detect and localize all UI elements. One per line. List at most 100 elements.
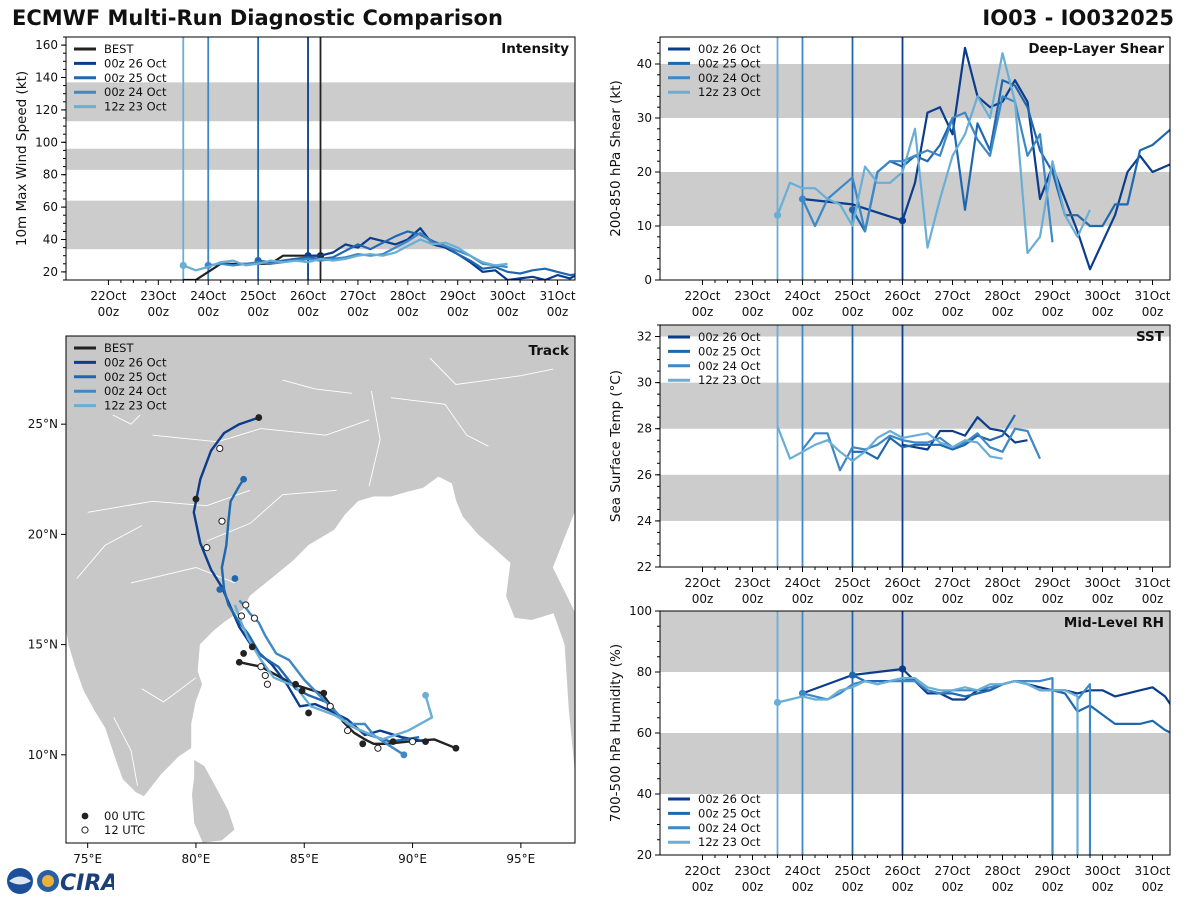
track-legend-label: 00z 26 Oct: [104, 355, 167, 369]
shear-chart: 0 10 20 30 40 22Oct 00z 23Oct 00z 24Oct 00z 25Oct 00…: [608, 36, 1171, 319]
intensity-series-r25: [257, 230, 575, 277]
shear-xtick-label: 29Oct: [1034, 289, 1070, 303]
island: [475, 688, 480, 694]
shear-legend-label: 00z 26 Oct: [698, 42, 761, 56]
intensity-ytick-label: 60: [43, 200, 58, 214]
sst-series-r25: [852, 414, 1016, 460]
track-marker-legend-label: 12 UTC: [104, 823, 145, 837]
intensity-ylabel: 10m Max Wind Speed (kt): [14, 71, 30, 246]
intensity-series-r24: [208, 231, 508, 269]
storm-id-title: IO03 - IO032025: [982, 6, 1174, 30]
shear-ytick-label: 10: [637, 219, 652, 233]
intensity-xtick-label: 23Oct: [140, 289, 176, 303]
rh-marker-r24: [798, 689, 807, 697]
intensity-xtick-label: 30Oct: [490, 289, 526, 303]
track-legend-label: 00z 24 Oct: [104, 384, 167, 398]
track-marker-00utc: [400, 751, 408, 759]
track-marker-00utc: [422, 738, 429, 745]
sst-xtick-label: 28Oct: [984, 576, 1020, 590]
intensity-xtick-sublabel: 00z: [148, 305, 170, 319]
track-marker-12utc: [326, 702, 334, 710]
sst-xtick-label: 26Oct: [884, 576, 920, 590]
rh-ylabel: 700-500 hPa Humidity (%): [608, 644, 624, 822]
sst-series-r26: [902, 416, 1028, 451]
rh-series-r25: [852, 674, 1170, 734]
rh-plot-area: [660, 611, 1170, 855]
shear-xtick-sublabel: 00z: [792, 305, 814, 319]
shear-band: [660, 64, 1170, 118]
sst-xtick-sublabel: 00z: [1042, 592, 1064, 606]
rh-legend-label: 00z 25 Oct: [698, 806, 761, 820]
sst-ytick-label: 26: [637, 468, 652, 482]
land-border: [113, 717, 138, 786]
shear-xtick-label: 30Oct: [1084, 289, 1120, 303]
intensity-xtick-label: 26Oct: [290, 289, 326, 303]
island: [468, 704, 474, 709]
land-border: [141, 677, 197, 703]
intensity-ytick-label: 100: [35, 135, 58, 149]
shear-group: 0 10 20 30 40 22Oct 00z 23Oct 00z 24Oct 00z 25Oct 00…: [608, 36, 1171, 319]
rh-group: 20 40 60 80 100 22Oct 00z 23Oct 00z 24Oct 00z 25Oct…: [608, 604, 1171, 894]
track-marker-12utc: [257, 663, 265, 671]
track-marker-12utc: [250, 614, 259, 622]
shear-legend-label: 00z 25 Oct: [698, 56, 761, 70]
intensity-xtick-label: 27Oct: [340, 289, 376, 303]
island: [466, 682, 471, 687]
track-marker-00utc: [240, 475, 248, 483]
rh-ytick-label: 100: [629, 604, 652, 618]
sst-xtick-label: 31Oct: [1134, 576, 1170, 590]
rh-xtick-sublabel: 00z: [992, 880, 1014, 894]
intensity-ytick-label: 160: [35, 38, 58, 52]
shear-xtick-sublabel: 00z: [1042, 305, 1064, 319]
land-border: [390, 397, 489, 447]
rh-band: [660, 611, 1170, 672]
intensity-xtick-sublabel: 00z: [497, 305, 519, 319]
track-marker-12utc: [343, 726, 352, 735]
track-marker-00utc: [255, 414, 263, 421]
sst-xtick-sublabel: 00z: [742, 592, 764, 606]
rh-xtick-label: 27Oct: [934, 864, 970, 878]
shear-plot-area: [660, 37, 1170, 280]
track-marker-legend-label: 00 UTC: [104, 809, 145, 823]
shear-ytick-label: 0: [644, 273, 652, 287]
shear-marker-r26: [898, 217, 907, 225]
intensity-legend-label: BEST: [104, 42, 134, 56]
sst-band: [660, 474, 1170, 521]
shear-xtick-sublabel: 00z: [892, 305, 914, 319]
island: [473, 717, 478, 722]
intensity-marker-r23: [179, 261, 187, 270]
track-ytick-label: 25°N: [28, 417, 58, 431]
track-marker-00utc: [305, 709, 312, 717]
sst-ytick-label: 28: [637, 422, 652, 436]
land-border: [368, 391, 381, 487]
rh-xtick-label: 28Oct: [984, 864, 1020, 878]
track-xtick-label: 95°E: [506, 852, 535, 866]
track-marker-00utc: [389, 738, 397, 745]
track-legend-label: 00z 25 Oct: [104, 370, 167, 384]
shear-ylabel: 200-850 hPa Shear (kt): [608, 80, 624, 237]
track-legend-marker-12: [81, 826, 89, 834]
track-marker-12utc: [242, 601, 250, 609]
rh-xtick-label: 29Oct: [1034, 864, 1070, 878]
rh-ytick-label: 40: [637, 787, 652, 801]
sst-ytick-label: 30: [637, 376, 652, 390]
shear-xtick-sublabel: 00z: [742, 305, 764, 319]
rh-ytick-label: 20: [637, 848, 652, 862]
track-map: 75°E 80°E 85°E 90°E 95°E 10°N 15°N 20°N 25°N Trac…: [28, 335, 576, 866]
track-ytick-label: 20°N: [28, 527, 58, 541]
track-marker-12utc: [263, 680, 272, 688]
rh-xtick-sublabel: 00z: [692, 880, 714, 894]
shear-series-r24: [801, 95, 1054, 243]
sst-xtick-label: 24Oct: [784, 576, 820, 590]
rh-xtick-label: 26Oct: [884, 864, 920, 878]
intensity-group: 20 40 60 80 100 120 140 160 22Oct 00z 23Oct 00z 24Oc…: [14, 36, 576, 319]
intensity-xtick-label: 22Oct: [90, 289, 126, 303]
shear-ytick-label: 40: [637, 57, 652, 71]
track-xtick-label: 80°E: [182, 852, 211, 866]
track-legend-marker-00: [81, 812, 89, 820]
track-legend-label: 12z 23 Oct: [104, 399, 167, 413]
rh-xtick-label: 25Oct: [834, 864, 870, 878]
intensity-legend-label: 00z 26 Oct: [104, 56, 167, 70]
track-marker-00utc: [298, 687, 306, 695]
intensity-xtick-label: 28Oct: [390, 289, 426, 303]
